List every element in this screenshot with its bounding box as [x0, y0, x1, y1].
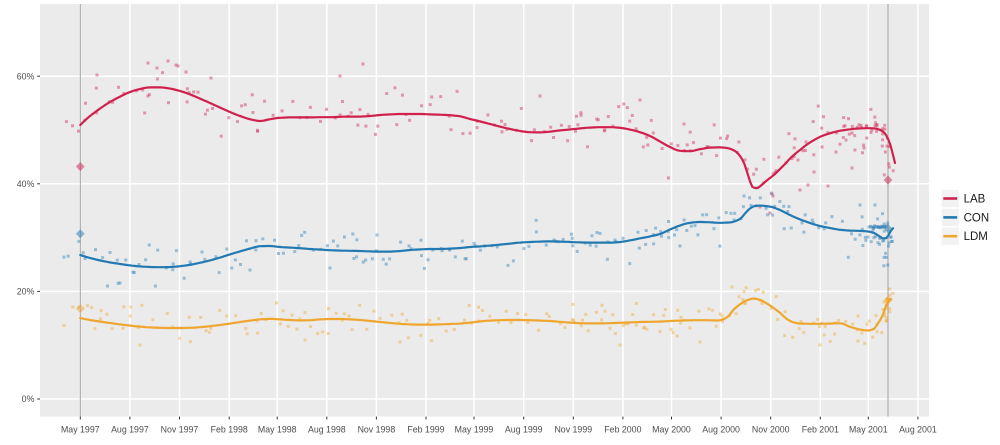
svg-text:LAB: LAB: [964, 193, 986, 205]
svg-text:May 2000: May 2000: [652, 425, 691, 435]
svg-text:Feb 2000: Feb 2000: [604, 425, 641, 435]
svg-text:0%: 0%: [22, 394, 35, 404]
svg-text:Nov 1998: Nov 1998: [358, 425, 396, 435]
svg-text:CON: CON: [964, 212, 990, 224]
svg-text:May 2001: May 2001: [849, 425, 888, 435]
svg-text:Feb 1998: Feb 1998: [211, 425, 248, 435]
svg-text:Feb 2001: Feb 2001: [802, 425, 839, 435]
svg-text:Aug 2000: Aug 2000: [702, 425, 740, 435]
svg-text:20%: 20%: [17, 287, 35, 297]
svg-text:Nov 1997: Nov 1997: [161, 425, 199, 435]
svg-text:LDM: LDM: [964, 231, 988, 243]
svg-text:Aug 1998: Aug 1998: [308, 425, 346, 435]
svg-text:Nov 1999: Nov 1999: [554, 425, 592, 435]
svg-text:Nov 2000: Nov 2000: [752, 425, 790, 435]
svg-text:60%: 60%: [17, 71, 35, 81]
svg-text:Aug 2001: Aug 2001: [899, 425, 937, 435]
svg-text:40%: 40%: [17, 179, 35, 189]
svg-text:May 1997: May 1997: [61, 425, 100, 435]
svg-text:May 1999: May 1999: [455, 425, 494, 435]
svg-text:Aug 1997: Aug 1997: [111, 425, 149, 435]
svg-text:Aug 1999: Aug 1999: [505, 425, 543, 435]
svg-text:Feb 1999: Feb 1999: [407, 425, 444, 435]
svg-text:May 1998: May 1998: [258, 425, 297, 435]
